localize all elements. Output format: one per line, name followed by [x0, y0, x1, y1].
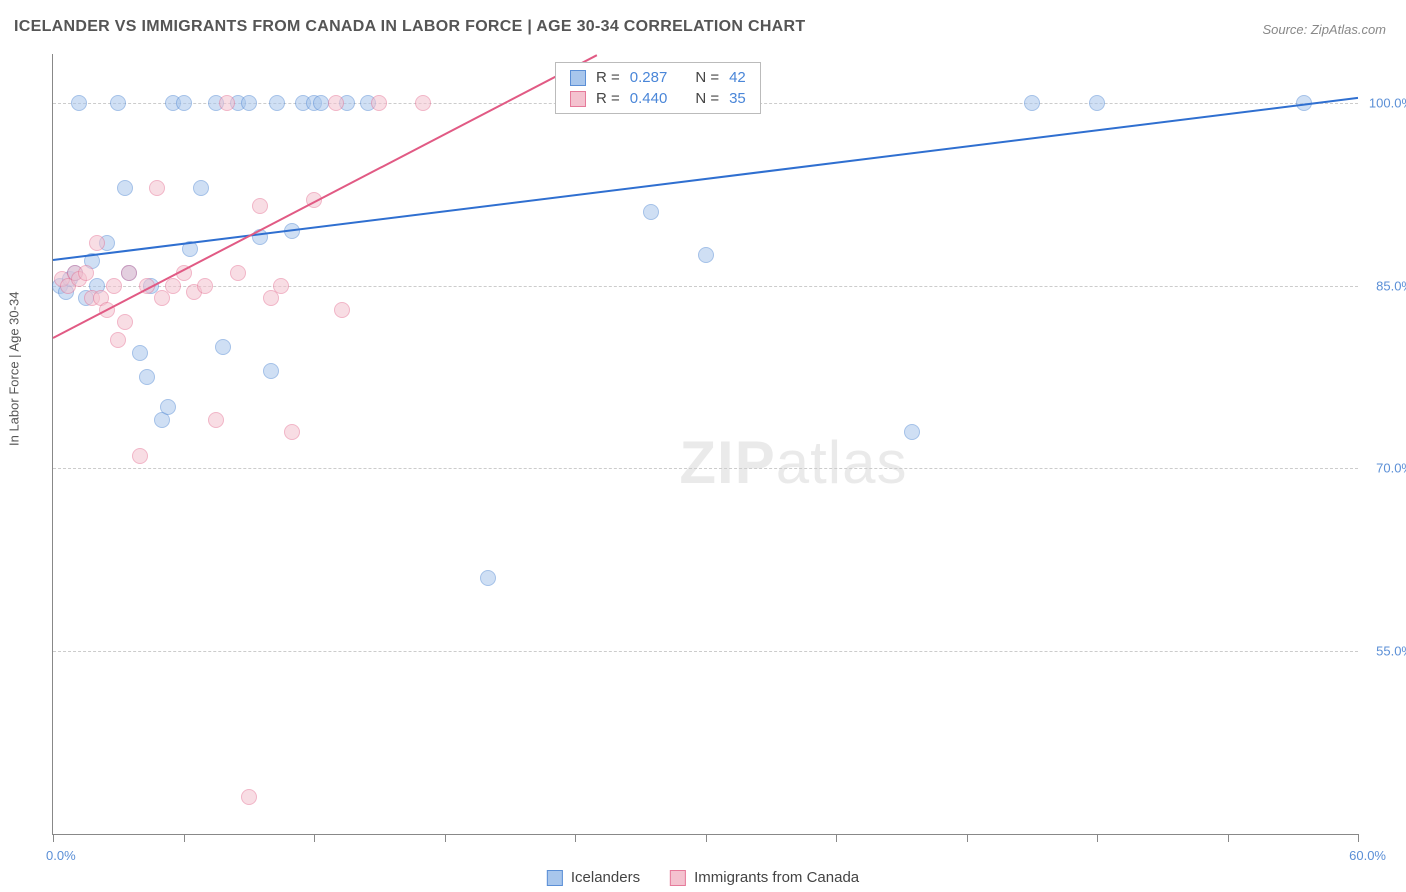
- data-point: [117, 180, 133, 196]
- data-point: [371, 95, 387, 111]
- data-point: [698, 247, 714, 263]
- data-point: [241, 95, 257, 111]
- n-value: 35: [729, 90, 746, 107]
- data-point: [230, 265, 246, 281]
- gridline: [53, 286, 1358, 287]
- y-tick-label: 85.0%: [1376, 278, 1406, 293]
- r-label: R =: [596, 69, 620, 86]
- data-point: [263, 363, 279, 379]
- x-tick: [1228, 834, 1229, 842]
- data-point: [252, 198, 268, 214]
- data-point: [106, 278, 122, 294]
- r-value: 0.440: [630, 90, 668, 107]
- y-tick-label: 70.0%: [1376, 461, 1406, 476]
- data-point: [71, 95, 87, 111]
- data-point: [78, 265, 94, 281]
- data-point: [176, 95, 192, 111]
- x-tick: [445, 834, 446, 842]
- n-label: N =: [695, 69, 719, 86]
- y-axis-title: In Labor Force | Age 30-34: [7, 292, 22, 446]
- legend-item: Immigrants from Canada: [670, 869, 859, 886]
- gridline: [53, 468, 1358, 469]
- data-point: [132, 448, 148, 464]
- data-point: [241, 789, 257, 805]
- data-point: [215, 339, 231, 355]
- data-point: [89, 235, 105, 251]
- data-point: [643, 204, 659, 220]
- source-attribution: Source: ZipAtlas.com: [1262, 22, 1386, 37]
- x-tick: [53, 834, 54, 842]
- data-point: [334, 302, 350, 318]
- x-tick: [1358, 834, 1359, 842]
- watermark: ZIPatlas: [679, 428, 907, 497]
- series-swatch: [570, 91, 586, 107]
- x-tick: [314, 834, 315, 842]
- data-point: [284, 424, 300, 440]
- x-min-label: 0.0%: [46, 848, 76, 863]
- y-tick-label: 100.0%: [1369, 95, 1406, 110]
- data-point: [904, 424, 920, 440]
- x-tick: [706, 834, 707, 842]
- series-swatch: [570, 70, 586, 86]
- gridline: [53, 651, 1358, 652]
- data-point: [480, 570, 496, 586]
- legend-swatch: [670, 870, 686, 886]
- data-point: [328, 95, 344, 111]
- correlation-chart: ICELANDER VS IMMIGRANTS FROM CANADA IN L…: [0, 0, 1406, 892]
- data-point: [160, 399, 176, 415]
- r-value: 0.287: [630, 69, 668, 86]
- data-point: [208, 412, 224, 428]
- y-tick-label: 55.0%: [1376, 644, 1406, 659]
- stats-box: R = 0.287 N = 42 R = 0.440 N = 35: [555, 62, 761, 114]
- data-point: [132, 345, 148, 361]
- data-point: [110, 95, 126, 111]
- data-point: [117, 314, 133, 330]
- chart-title: ICELANDER VS IMMIGRANTS FROM CANADA IN L…: [14, 18, 805, 36]
- data-point: [273, 278, 289, 294]
- data-point: [121, 265, 137, 281]
- x-tick: [575, 834, 576, 842]
- x-tick: [836, 834, 837, 842]
- plot-area: ZIPatlas 55.0%70.0%85.0%100.0%: [52, 54, 1358, 835]
- data-point: [110, 332, 126, 348]
- data-point: [197, 278, 213, 294]
- data-point: [415, 95, 431, 111]
- data-point: [1089, 95, 1105, 111]
- n-label: N =: [695, 90, 719, 107]
- data-point: [1024, 95, 1040, 111]
- x-tick: [967, 834, 968, 842]
- data-point: [313, 95, 329, 111]
- legend-label: Icelanders: [571, 869, 640, 886]
- r-label: R =: [596, 90, 620, 107]
- n-value: 42: [729, 69, 746, 86]
- data-point: [193, 180, 209, 196]
- x-tick: [1097, 834, 1098, 842]
- legend-label: Immigrants from Canada: [694, 869, 859, 886]
- data-point: [269, 95, 285, 111]
- legend-item: Icelanders: [547, 869, 640, 886]
- data-point: [139, 369, 155, 385]
- stats-row: R = 0.440 N = 35: [556, 88, 760, 109]
- legend: Icelanders Immigrants from Canada: [547, 869, 859, 886]
- data-point: [149, 180, 165, 196]
- stats-row: R = 0.287 N = 42: [556, 67, 760, 88]
- legend-swatch: [547, 870, 563, 886]
- x-tick: [184, 834, 185, 842]
- x-max-label: 60.0%: [1349, 848, 1386, 863]
- data-point: [219, 95, 235, 111]
